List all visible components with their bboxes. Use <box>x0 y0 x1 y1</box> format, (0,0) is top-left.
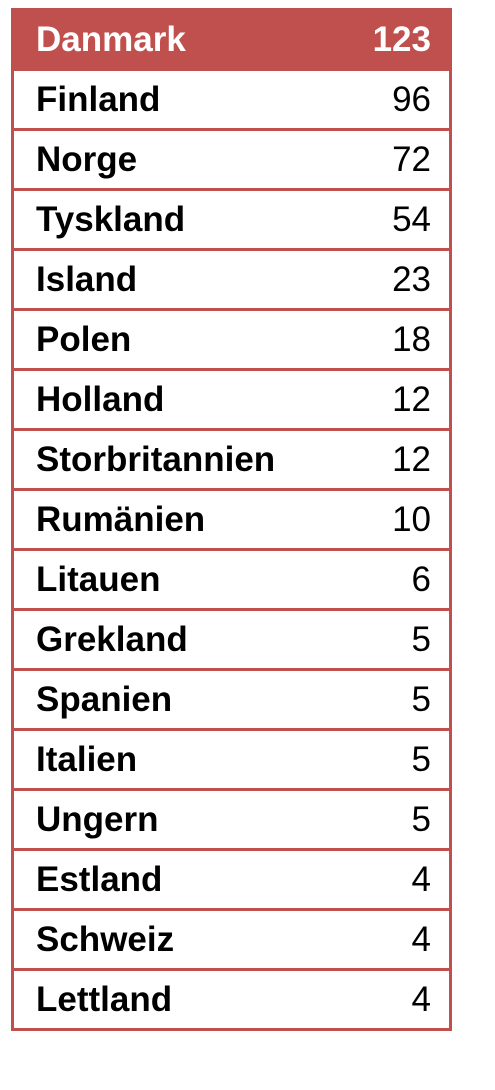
table-row: Italien 5 <box>14 731 449 791</box>
country-value: 5 <box>411 619 431 659</box>
table-row: Grekland 5 <box>14 611 449 671</box>
country-value: 12 <box>392 439 431 479</box>
country-value: 12 <box>392 379 431 419</box>
country-value: 5 <box>411 679 431 719</box>
country-value: 72 <box>392 139 431 179</box>
country-name: Italien <box>36 739 138 779</box>
country-name: Island <box>36 259 138 299</box>
country-value: 54 <box>392 199 431 239</box>
country-value: 5 <box>411 739 431 779</box>
country-name: Grekland <box>36 619 188 659</box>
table-row: Spanien 5 <box>14 671 449 731</box>
country-value: 4 <box>411 859 431 899</box>
country-name: Holland <box>36 379 165 419</box>
country-name: Estland <box>36 859 163 899</box>
country-value: 10 <box>392 499 431 539</box>
table-row: Schweiz 4 <box>14 911 449 971</box>
table-row: Finland 96 <box>14 71 449 131</box>
country-name: Ungern <box>36 799 159 839</box>
table-row: Storbritannien 12 <box>14 431 449 491</box>
table-header-row: Danmark 123 <box>14 11 449 71</box>
header-country: Danmark <box>36 19 186 59</box>
country-value: 6 <box>411 559 431 599</box>
country-name: Finland <box>36 79 161 119</box>
table-row: Polen 18 <box>14 311 449 371</box>
country-name: Schweiz <box>36 919 175 959</box>
country-value: 96 <box>392 79 431 119</box>
country-value: 23 <box>392 259 431 299</box>
table-row: Rumänien 10 <box>14 491 449 551</box>
country-value: 4 <box>411 919 431 959</box>
table-row: Litauen 6 <box>14 551 449 611</box>
country-name: Lettland <box>36 979 173 1019</box>
table-row: Lettland 4 <box>14 971 449 1028</box>
country-value: 18 <box>392 319 431 359</box>
table-row: Norge 72 <box>14 131 449 191</box>
country-value: 5 <box>411 799 431 839</box>
table-row: Island 23 <box>14 251 449 311</box>
country-name: Norge <box>36 139 138 179</box>
table-row: Estland 4 <box>14 851 449 911</box>
country-name: Tyskland <box>36 199 186 239</box>
country-table: Danmark 123 Finland 96 Norge 72 Tyskland… <box>11 8 452 1031</box>
country-name: Polen <box>36 319 132 359</box>
country-value: 4 <box>411 979 431 1019</box>
country-name: Rumänien <box>36 499 206 539</box>
header-value: 123 <box>372 19 431 59</box>
table-row: Ungern 5 <box>14 791 449 851</box>
table-row: Tyskland 54 <box>14 191 449 251</box>
country-name: Storbritannien <box>36 439 276 479</box>
country-name: Spanien <box>36 679 173 719</box>
table-row: Holland 12 <box>14 371 449 431</box>
country-name: Litauen <box>36 559 161 599</box>
